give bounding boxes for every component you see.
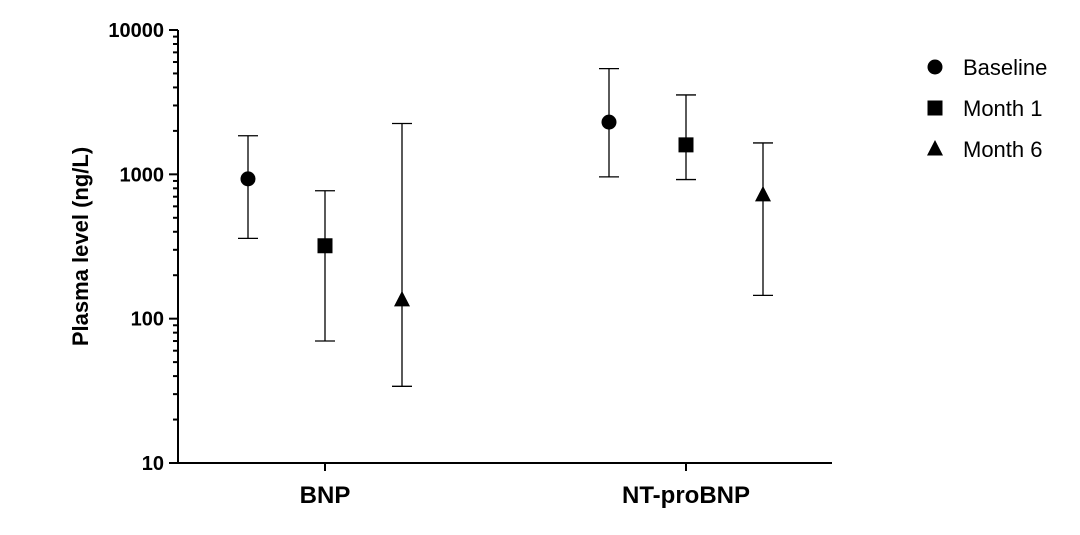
y-tick-label: 10000: [108, 20, 164, 42]
y-tick-label: 10: [142, 453, 164, 475]
legend-label: Month 1: [963, 96, 1043, 121]
x-category-label: BNP: [300, 482, 351, 509]
x-category-label: NT-proBNP: [622, 482, 750, 509]
data-point-triangle: [394, 290, 410, 307]
data-point-circle: [240, 171, 256, 187]
legend-marker-square: [927, 100, 943, 116]
data-marks: [238, 67, 773, 387]
data-point-circle: [601, 114, 617, 130]
legend-label: Baseline: [963, 55, 1047, 80]
y-tick-label: 100: [131, 309, 164, 331]
y-tick-label: 1000: [120, 164, 165, 186]
data-point-triangle: [755, 185, 771, 202]
data-point-square: [678, 137, 694, 153]
legend-marker-circle: [927, 59, 943, 75]
axes: 10 100 1000 10000 BNP NT-proBNP Plasma level (…: [68, 20, 832, 509]
y-axis-title: Plasma level (ng/L): [68, 147, 93, 346]
legend: Baseline Month 1 Month 6: [927, 55, 1047, 162]
legend-marker-triangle: [927, 140, 943, 156]
legend-label: Month 6: [963, 137, 1043, 162]
data-point-square: [317, 238, 333, 254]
